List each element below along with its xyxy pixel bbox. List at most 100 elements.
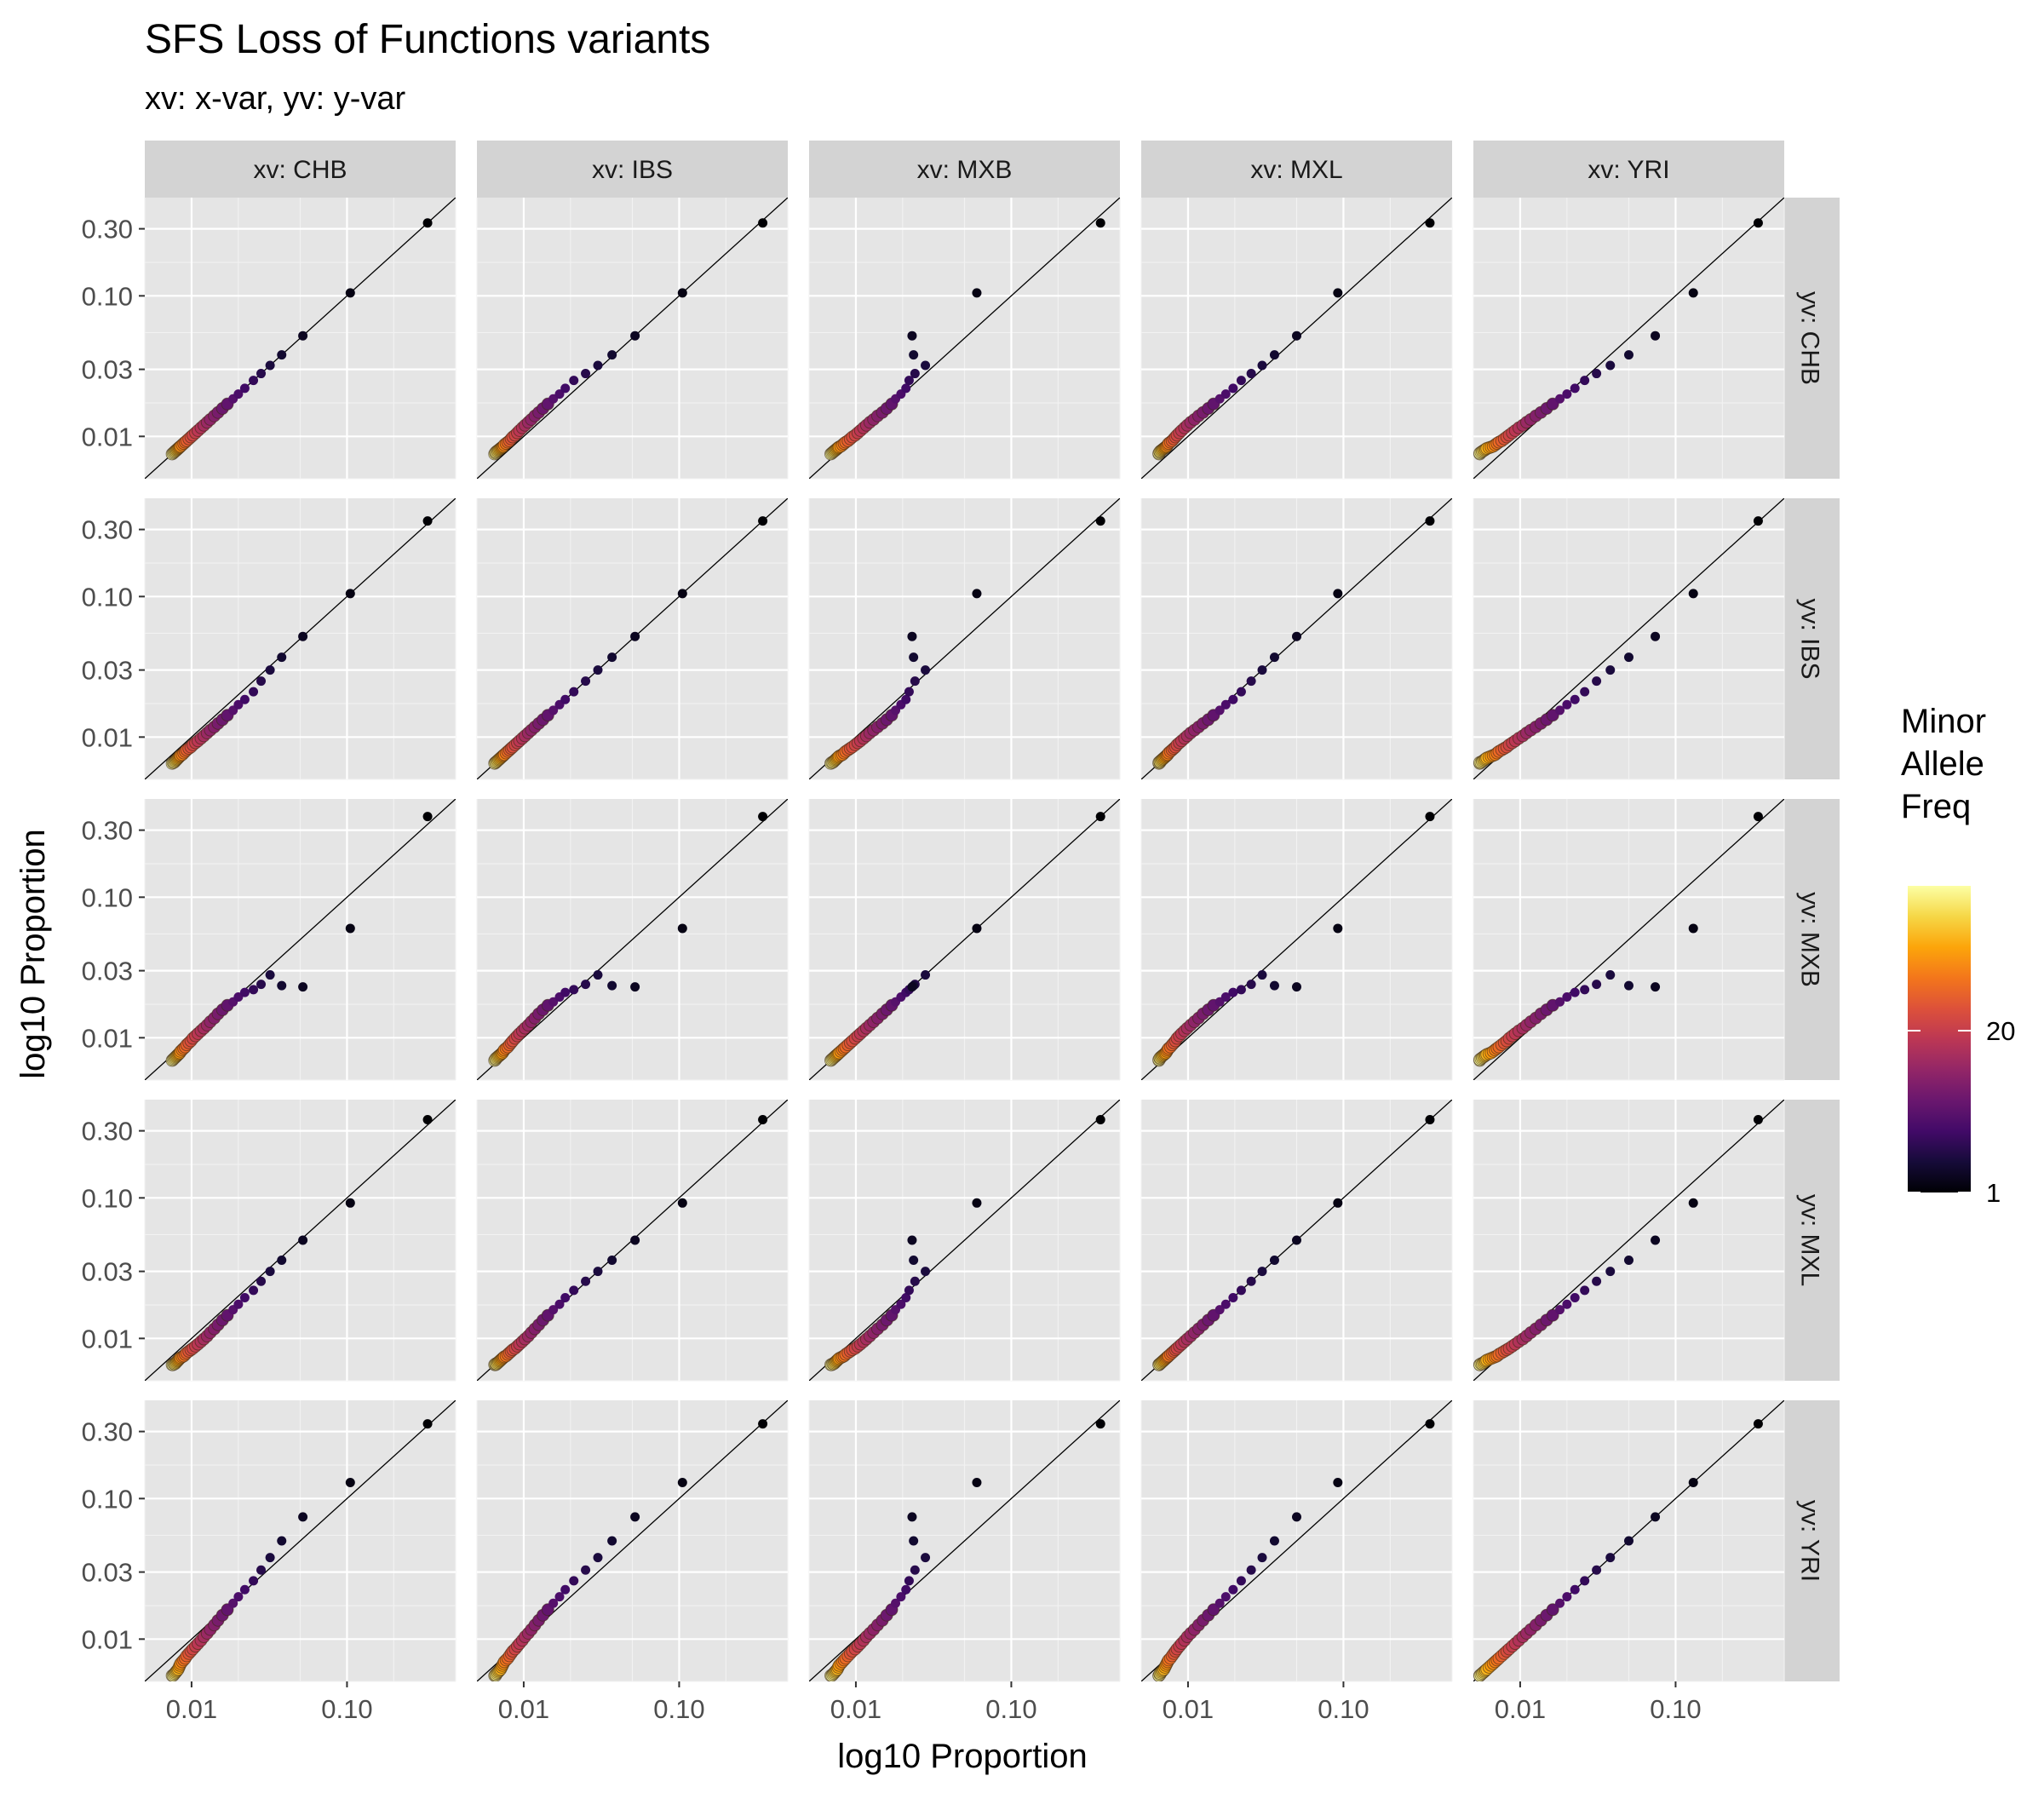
data-point [1580, 687, 1590, 697]
data-point [298, 631, 308, 641]
data-point [1605, 1553, 1616, 1563]
data-point [298, 982, 308, 992]
data-point [1220, 389, 1231, 399]
data-point [904, 376, 914, 386]
data-point [910, 369, 920, 379]
data-point [972, 923, 982, 934]
data-point [593, 970, 603, 980]
data-points [165, 516, 433, 770]
data-point [1624, 652, 1633, 663]
data-point [607, 350, 617, 360]
data-point [1257, 1267, 1267, 1277]
data-point [1592, 676, 1602, 687]
data-points [1473, 516, 1763, 770]
data-point [1425, 812, 1435, 822]
data-points [824, 218, 1105, 461]
data-point [345, 923, 355, 934]
data-point [560, 987, 571, 997]
data-point [904, 687, 914, 697]
data-point [1095, 812, 1105, 822]
data-point [1095, 516, 1105, 526]
data-point [910, 676, 920, 687]
data-points [1473, 812, 1763, 1067]
data-point [904, 1576, 914, 1586]
facet-panel [1473, 498, 1785, 780]
data-point [1228, 383, 1238, 394]
data-point [1555, 1598, 1565, 1608]
data-point [233, 389, 244, 399]
data-point [630, 1512, 640, 1522]
data-point [607, 1256, 617, 1266]
data-point [1555, 1305, 1565, 1315]
data-point [239, 1584, 250, 1595]
data-points [165, 1115, 433, 1371]
data-point [1333, 923, 1343, 934]
data-point [1624, 980, 1633, 991]
legend-tick-label: 20 [1986, 1016, 2015, 1046]
chart-subtitle: xv: x-var, yv: y-var [145, 81, 405, 117]
y-tick-label: 0.03 [82, 1558, 133, 1588]
facet-strip-column [1473, 141, 1784, 198]
data-point [265, 665, 275, 675]
data-point [265, 1553, 275, 1563]
data-point [896, 1299, 906, 1309]
data-point [277, 652, 287, 663]
data-point [1580, 1285, 1590, 1296]
data-point [1651, 1512, 1661, 1522]
x-tick-label: 0.10 [653, 1694, 704, 1724]
data-point [1555, 394, 1565, 404]
facet-panel: 0.01 0.03 0.10 0.30 [82, 799, 456, 1081]
data-point [910, 1276, 920, 1286]
facet-strip-row [1780, 1100, 1840, 1381]
facet-strip-column [145, 141, 456, 198]
data-points [1152, 218, 1435, 461]
data-point [239, 694, 250, 704]
data-point [1555, 705, 1565, 715]
data-point [1753, 516, 1763, 526]
facet-panel: 0.01 0.03 0.10 0.30 0.01 0.10 [82, 1400, 456, 1724]
facet-panel [476, 1100, 789, 1382]
y-tick-label: 0.03 [82, 1257, 133, 1287]
facet-panel [1140, 498, 1453, 780]
data-point [277, 1256, 287, 1266]
data-points [165, 1419, 433, 1681]
legend-title-line: Minor [1901, 703, 1986, 740]
data-point [1651, 330, 1661, 341]
data-point [1269, 652, 1279, 663]
data-points [1473, 1115, 1763, 1371]
data-point [1292, 982, 1301, 992]
data-point [907, 982, 917, 992]
data-point [239, 383, 250, 394]
y-tick-label: 0.30 [82, 1417, 133, 1447]
data-point [1214, 1598, 1225, 1608]
data-point [1246, 369, 1256, 379]
data-point [1605, 1267, 1616, 1277]
data-points [1473, 1419, 1763, 1681]
facet-panel [808, 799, 1121, 1081]
data-point [1688, 589, 1698, 599]
data-point [249, 1576, 259, 1586]
data-point [1207, 1603, 1220, 1617]
data-point [630, 631, 640, 641]
facet-panel: 0.01 0.10 [1140, 1400, 1453, 1724]
facet-panel [808, 1100, 1121, 1382]
data-point [1562, 699, 1572, 710]
data-points [488, 516, 768, 770]
data-point [265, 970, 275, 980]
data-point [1592, 369, 1602, 379]
facet-strip-column-label: xv: MXB [917, 156, 1013, 184]
data-point [1562, 1299, 1572, 1309]
data-point [630, 1235, 640, 1245]
data-point [1562, 1592, 1572, 1602]
data-point [422, 516, 433, 526]
data-point [1220, 991, 1231, 1002]
data-points [165, 812, 433, 1067]
facet-strip-column [809, 141, 1120, 198]
data-point [277, 1536, 287, 1546]
data-point [907, 1235, 917, 1245]
data-point [298, 330, 308, 341]
data-point [298, 1512, 308, 1522]
data-point [1605, 360, 1616, 371]
data-point [909, 652, 919, 663]
data-point [345, 288, 355, 298]
